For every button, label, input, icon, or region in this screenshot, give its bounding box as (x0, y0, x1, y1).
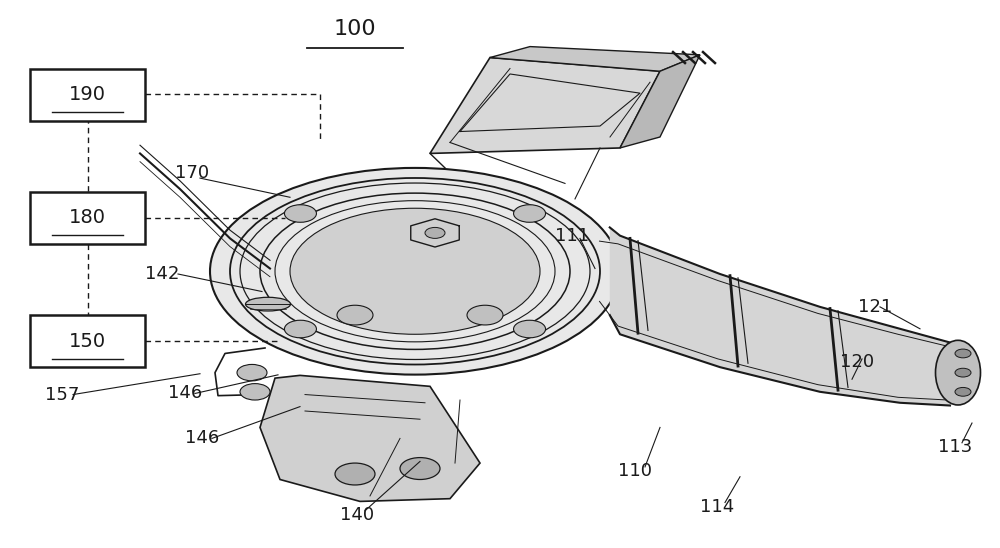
Text: 142: 142 (145, 265, 179, 283)
Polygon shape (620, 55, 700, 148)
Circle shape (514, 320, 546, 338)
Text: 100: 100 (334, 19, 376, 39)
Polygon shape (490, 47, 700, 71)
FancyBboxPatch shape (30, 68, 145, 121)
Circle shape (514, 205, 546, 222)
Ellipse shape (936, 340, 980, 405)
Circle shape (955, 387, 971, 396)
Circle shape (400, 458, 440, 480)
Circle shape (337, 305, 373, 325)
Polygon shape (610, 227, 950, 406)
Circle shape (284, 205, 316, 222)
Circle shape (955, 349, 971, 358)
Text: 146: 146 (168, 385, 202, 402)
FancyBboxPatch shape (30, 192, 145, 244)
Polygon shape (260, 375, 480, 501)
Circle shape (467, 305, 503, 325)
Ellipse shape (210, 168, 620, 375)
Circle shape (425, 227, 445, 238)
Text: 140: 140 (340, 506, 374, 524)
Circle shape (335, 463, 375, 485)
Text: 110: 110 (618, 463, 652, 480)
Ellipse shape (290, 208, 540, 334)
Text: 146: 146 (185, 430, 219, 447)
Text: 180: 180 (69, 208, 106, 227)
Text: 114: 114 (700, 498, 734, 516)
Text: 120: 120 (840, 353, 874, 370)
Text: 150: 150 (69, 332, 106, 351)
Text: 121: 121 (858, 298, 892, 316)
Text: 111: 111 (555, 227, 589, 244)
Ellipse shape (246, 297, 290, 311)
Text: 157: 157 (45, 386, 79, 403)
Circle shape (240, 384, 270, 400)
FancyBboxPatch shape (30, 315, 145, 367)
Circle shape (237, 364, 267, 381)
Circle shape (284, 320, 316, 338)
Polygon shape (430, 58, 660, 153)
Text: 190: 190 (69, 85, 106, 104)
Text: 113: 113 (938, 438, 972, 455)
Circle shape (955, 368, 971, 377)
Text: 170: 170 (175, 164, 209, 181)
